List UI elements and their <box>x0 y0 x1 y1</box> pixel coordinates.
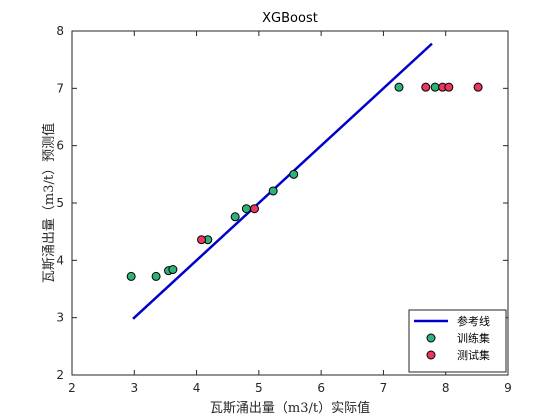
chart-title: XGBoost <box>262 11 318 26</box>
reference-line <box>132 42 433 320</box>
x-tick-label: 3 <box>130 381 138 395</box>
legend-label-reference-line: 参考线 <box>457 314 490 328</box>
test-point <box>444 82 454 92</box>
legend-label-test-set: 测试集 <box>457 348 490 362</box>
x-tick-label: 5 <box>255 381 263 395</box>
train-point <box>168 265 178 275</box>
train-point <box>268 186 278 196</box>
y-axis-label: 瓦斯涌出量（m3/t）预测值 <box>41 123 57 283</box>
x-axis: 2 3 4 5 6 7 8 9 <box>68 31 512 395</box>
test-point <box>197 235 207 245</box>
x-tick-label: 6 <box>317 381 325 395</box>
legend: 参考线 训练集 测试集 <box>408 309 507 373</box>
train-point <box>151 271 161 281</box>
y-tick-label: 5 <box>56 196 64 210</box>
test-point <box>249 204 259 214</box>
y-tick-label: 2 <box>56 368 64 382</box>
legend-marker-test <box>426 350 436 360</box>
y-axis: 2 3 4 5 6 7 8 <box>56 24 508 382</box>
y-tick-label: 7 <box>56 81 64 95</box>
legend-marker-train <box>426 333 436 343</box>
y-tick-label: 4 <box>56 253 64 267</box>
x-tick-label: 4 <box>193 381 201 395</box>
train-point <box>126 271 136 281</box>
legend-label-train-set: 训练集 <box>457 331 490 345</box>
x-axis-label: 瓦斯涌出量（m3/t）实际值 <box>210 400 370 416</box>
x-tick-label: 8 <box>442 381 450 395</box>
x-tick-label: 9 <box>504 381 512 395</box>
train-point <box>394 82 404 92</box>
test-point <box>421 82 431 92</box>
y-tick-label: 3 <box>56 311 64 325</box>
x-tick-label: 7 <box>380 381 388 395</box>
series-layer <box>126 42 483 320</box>
train-point <box>289 169 299 179</box>
x-tick-label: 2 <box>68 381 76 395</box>
train-point <box>230 212 240 222</box>
train-point <box>430 82 440 92</box>
y-tick-label: 8 <box>56 24 64 38</box>
test-point <box>473 82 483 92</box>
y-tick-label: 6 <box>56 139 64 153</box>
train-point <box>241 204 251 214</box>
